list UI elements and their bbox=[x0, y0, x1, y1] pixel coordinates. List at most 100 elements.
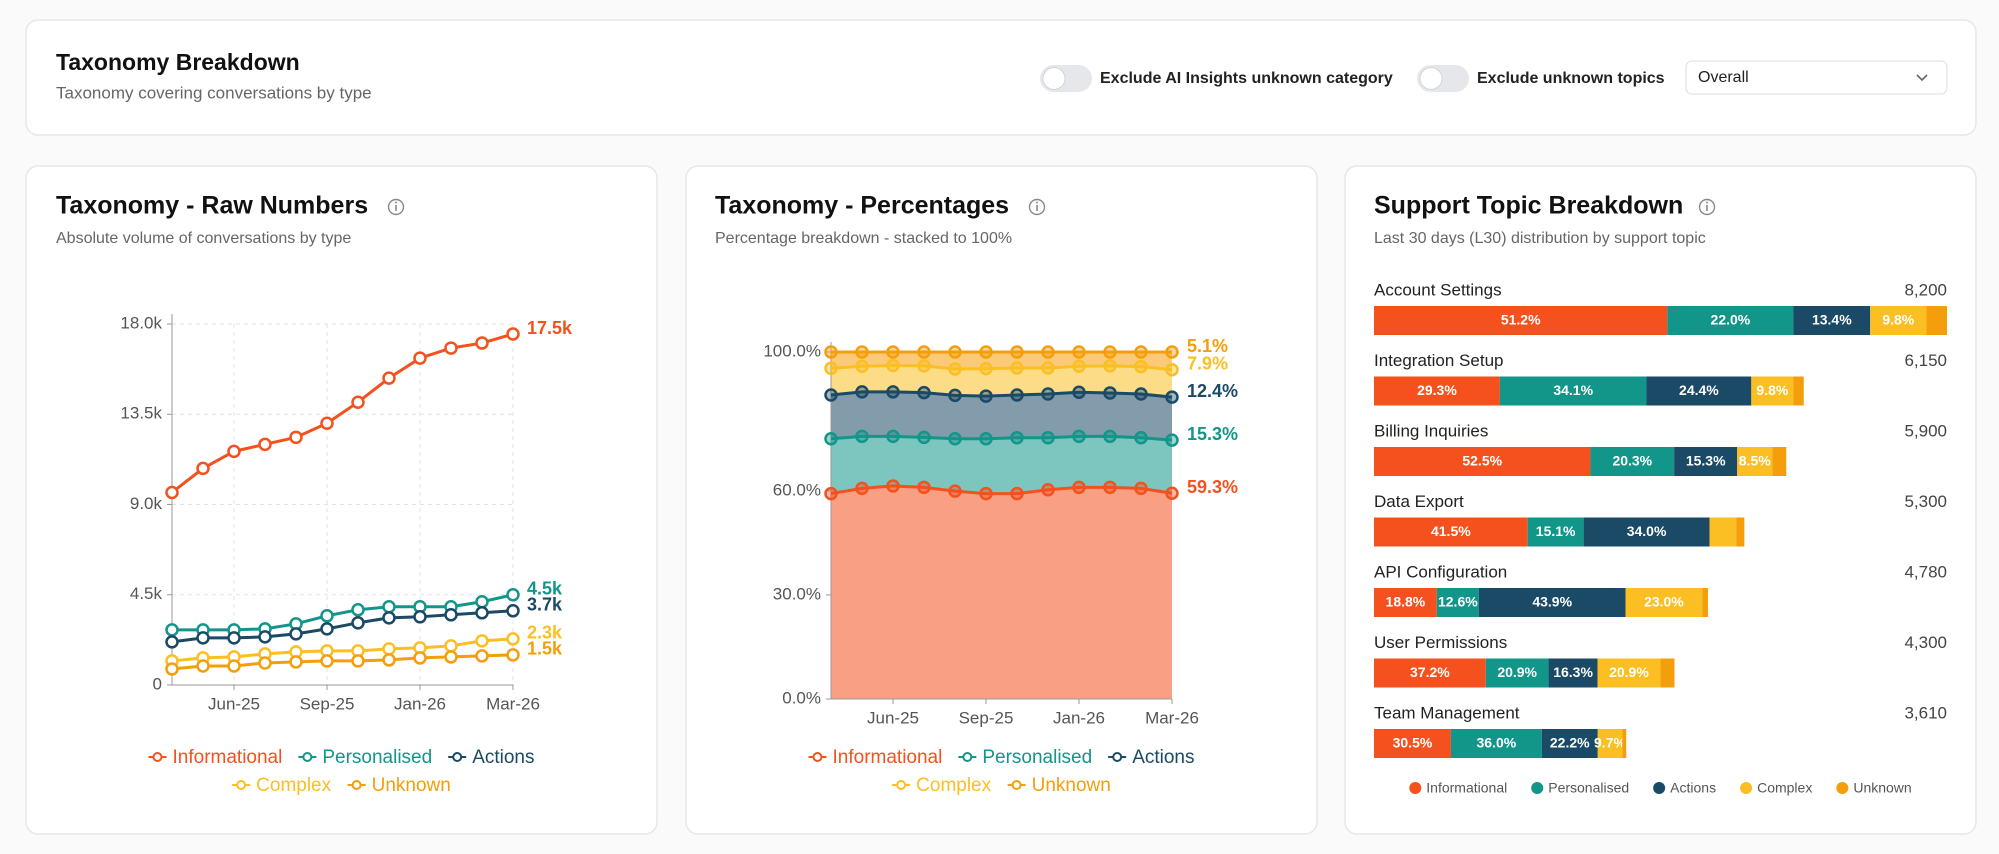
segment-label: 22.2% bbox=[1550, 735, 1590, 751]
point bbox=[413, 610, 427, 624]
point bbox=[351, 654, 365, 668]
point bbox=[1010, 345, 1024, 359]
point bbox=[886, 358, 900, 373]
point bbox=[1041, 387, 1055, 401]
segment-label: 20.3% bbox=[1612, 453, 1652, 469]
point bbox=[824, 486, 838, 501]
segment-label: 9.7% bbox=[1594, 735, 1626, 751]
category-label: User Permissions bbox=[1374, 633, 1507, 652]
point bbox=[506, 648, 520, 662]
point bbox=[1010, 361, 1024, 375]
point bbox=[196, 659, 210, 673]
point bbox=[855, 359, 869, 373]
data-label: 7.9% bbox=[1187, 353, 1228, 373]
point bbox=[444, 650, 458, 664]
area bbox=[831, 365, 1172, 398]
x-tick-label: Mar-26 bbox=[1145, 708, 1199, 727]
bar-segment bbox=[1541, 729, 1598, 758]
data-label: 4.5k bbox=[527, 579, 563, 599]
total-label: 5,300 bbox=[1904, 492, 1947, 511]
point bbox=[320, 416, 334, 431]
point bbox=[351, 395, 365, 409]
bar-segment bbox=[1450, 729, 1542, 758]
info-icon[interactable] bbox=[1028, 198, 1046, 216]
x-tick-label: Mar-26 bbox=[486, 694, 540, 713]
segment-label: 9.8% bbox=[1756, 382, 1788, 398]
legend-label: Actions bbox=[1670, 780, 1716, 796]
dropdown[interactable] bbox=[1685, 60, 1948, 95]
segment-label: 34.1% bbox=[1553, 382, 1593, 398]
data-label: 5.1% bbox=[1187, 336, 1228, 356]
legend-item: Actions bbox=[1108, 747, 1195, 768]
bar-segment bbox=[1485, 658, 1549, 688]
total-label: 5,900 bbox=[1904, 421, 1947, 440]
category-label: Team Management bbox=[1374, 703, 1520, 722]
x-tick-label: Jun-25 bbox=[208, 694, 260, 713]
segment-label: 8.5% bbox=[1739, 453, 1771, 469]
segment-label: 15.1% bbox=[1536, 523, 1576, 539]
point bbox=[506, 327, 520, 341]
point bbox=[979, 361, 993, 376]
legend-label: Informational bbox=[173, 747, 283, 768]
category-label: Data Export bbox=[1374, 492, 1464, 511]
toggle-knob bbox=[1042, 67, 1066, 90]
point bbox=[824, 388, 838, 402]
legend-label: Informational bbox=[833, 747, 943, 768]
info-icon[interactable] bbox=[387, 198, 405, 216]
legend-label: Complex bbox=[1757, 780, 1812, 796]
point bbox=[1165, 345, 1179, 359]
point bbox=[165, 662, 179, 676]
point bbox=[475, 649, 489, 663]
legend-item: Informational bbox=[808, 747, 943, 768]
point bbox=[196, 631, 210, 645]
bar-segment bbox=[1597, 729, 1623, 758]
y-tick-label: 60.0% bbox=[773, 480, 821, 499]
point bbox=[886, 385, 900, 399]
segment-label: 9.8% bbox=[1882, 312, 1914, 328]
segment-label: 30.5% bbox=[1393, 735, 1433, 751]
bar-segment bbox=[1926, 306, 1947, 335]
legend-item: Complex bbox=[892, 775, 992, 796]
bar-segment bbox=[1772, 447, 1787, 476]
bar-segment bbox=[1499, 376, 1647, 406]
legend-label: Unknown bbox=[372, 775, 451, 796]
info-icon[interactable] bbox=[1698, 198, 1716, 216]
legend-marker bbox=[236, 780, 247, 790]
y-tick-label: 13.5k bbox=[120, 404, 162, 423]
legend-item: Personalised bbox=[298, 747, 432, 768]
point bbox=[917, 359, 931, 373]
legend-item: Unknown bbox=[1007, 775, 1111, 796]
legend-marker bbox=[452, 752, 463, 762]
bar-segment bbox=[1709, 517, 1737, 547]
legend-item: Informational bbox=[148, 747, 283, 768]
legend-item: Actions bbox=[1653, 780, 1716, 796]
total-label: 4,300 bbox=[1904, 633, 1947, 652]
legend-label: Personalised bbox=[322, 747, 432, 768]
legend-marker bbox=[1409, 782, 1422, 794]
legend-label: Personalised bbox=[1548, 780, 1629, 796]
toggle-label: Exclude AI Insights unknown category bbox=[1100, 70, 1393, 87]
y-tick-label: 100.0% bbox=[763, 341, 821, 360]
segment-label: 23.0% bbox=[1644, 594, 1684, 610]
legend-item: Unknown bbox=[347, 775, 451, 796]
category-label: Integration Setup bbox=[1374, 351, 1503, 370]
segment-label: 20.9% bbox=[1497, 664, 1537, 680]
chart-title: Taxonomy - Percentages bbox=[715, 192, 1009, 220]
point bbox=[227, 659, 241, 673]
point bbox=[855, 345, 869, 359]
x-tick-label: Sep-25 bbox=[300, 694, 355, 713]
x-tick-label: Jan-26 bbox=[394, 694, 446, 713]
legend-marker bbox=[812, 752, 823, 762]
point bbox=[320, 654, 334, 668]
bar-segment bbox=[1374, 658, 1486, 688]
point bbox=[382, 611, 396, 625]
bar-segment bbox=[1646, 376, 1752, 406]
point bbox=[1134, 430, 1148, 445]
point bbox=[165, 485, 179, 500]
point bbox=[351, 616, 365, 630]
point bbox=[444, 341, 458, 355]
legend-item: Personalised bbox=[958, 747, 1092, 768]
toggle-label: Exclude unknown topics bbox=[1477, 70, 1665, 87]
point bbox=[413, 351, 427, 365]
